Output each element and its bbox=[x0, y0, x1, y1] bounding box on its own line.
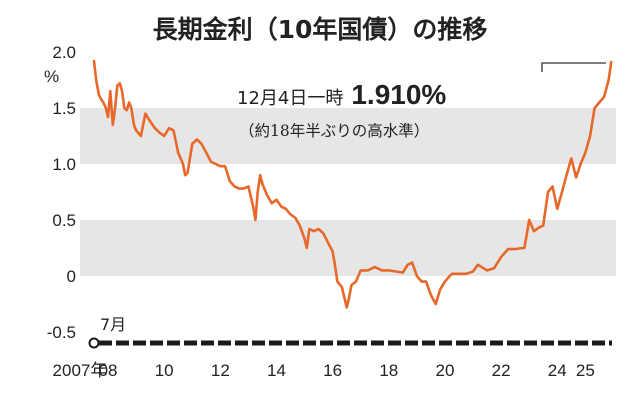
y-tick-label: 0.5 bbox=[52, 211, 76, 230]
x-axis bbox=[88, 337, 612, 349]
series-layer bbox=[92, 59, 613, 309]
annotation-value: 1.910% bbox=[351, 79, 446, 110]
x-tick-label: 18 bbox=[379, 361, 398, 380]
y-tick-label: 0 bbox=[67, 267, 76, 286]
x-tick-label: 14 bbox=[267, 361, 286, 380]
y-unit-label: % bbox=[44, 67, 59, 86]
x-axis-start-marker bbox=[88, 337, 100, 349]
x-tick-label: 20 bbox=[435, 361, 454, 380]
x-tick-label: 16 bbox=[323, 361, 342, 380]
start-month-label: 7月 bbox=[100, 315, 126, 334]
chart-title: 長期金利（10年国債）の推移 bbox=[153, 15, 488, 44]
x-tick-label: 24 bbox=[548, 361, 567, 380]
annotation-bracket bbox=[541, 62, 606, 72]
x-tick-label: 25 bbox=[576, 361, 595, 380]
annotation-date: 12月4日一時 bbox=[237, 88, 343, 109]
y-tick-label: 1.0 bbox=[52, 155, 76, 174]
grid-band-0 bbox=[80, 108, 616, 164]
x-tick-label: 12 bbox=[211, 361, 230, 380]
y-tick-label: -0.5 bbox=[47, 323, 76, 342]
series-line-0 bbox=[92, 59, 613, 309]
x-tick-label: 2007年 bbox=[53, 361, 108, 380]
x-tick-label: 10 bbox=[155, 361, 174, 380]
x-tick-label: 08 bbox=[99, 361, 118, 380]
y-tick-label: 1.5 bbox=[52, 99, 76, 118]
x-tick-label: 22 bbox=[492, 361, 511, 380]
y-tick-label: 2.0 bbox=[52, 43, 76, 62]
y-axis-tick-labels: 2.0 1.5 1.0 0.5 0 -0.5 bbox=[47, 43, 76, 342]
annotation-line2: （約18年半ぶりの高水準） bbox=[239, 122, 429, 140]
annotation-line1: 12月4日一時 1.910% bbox=[237, 79, 446, 110]
